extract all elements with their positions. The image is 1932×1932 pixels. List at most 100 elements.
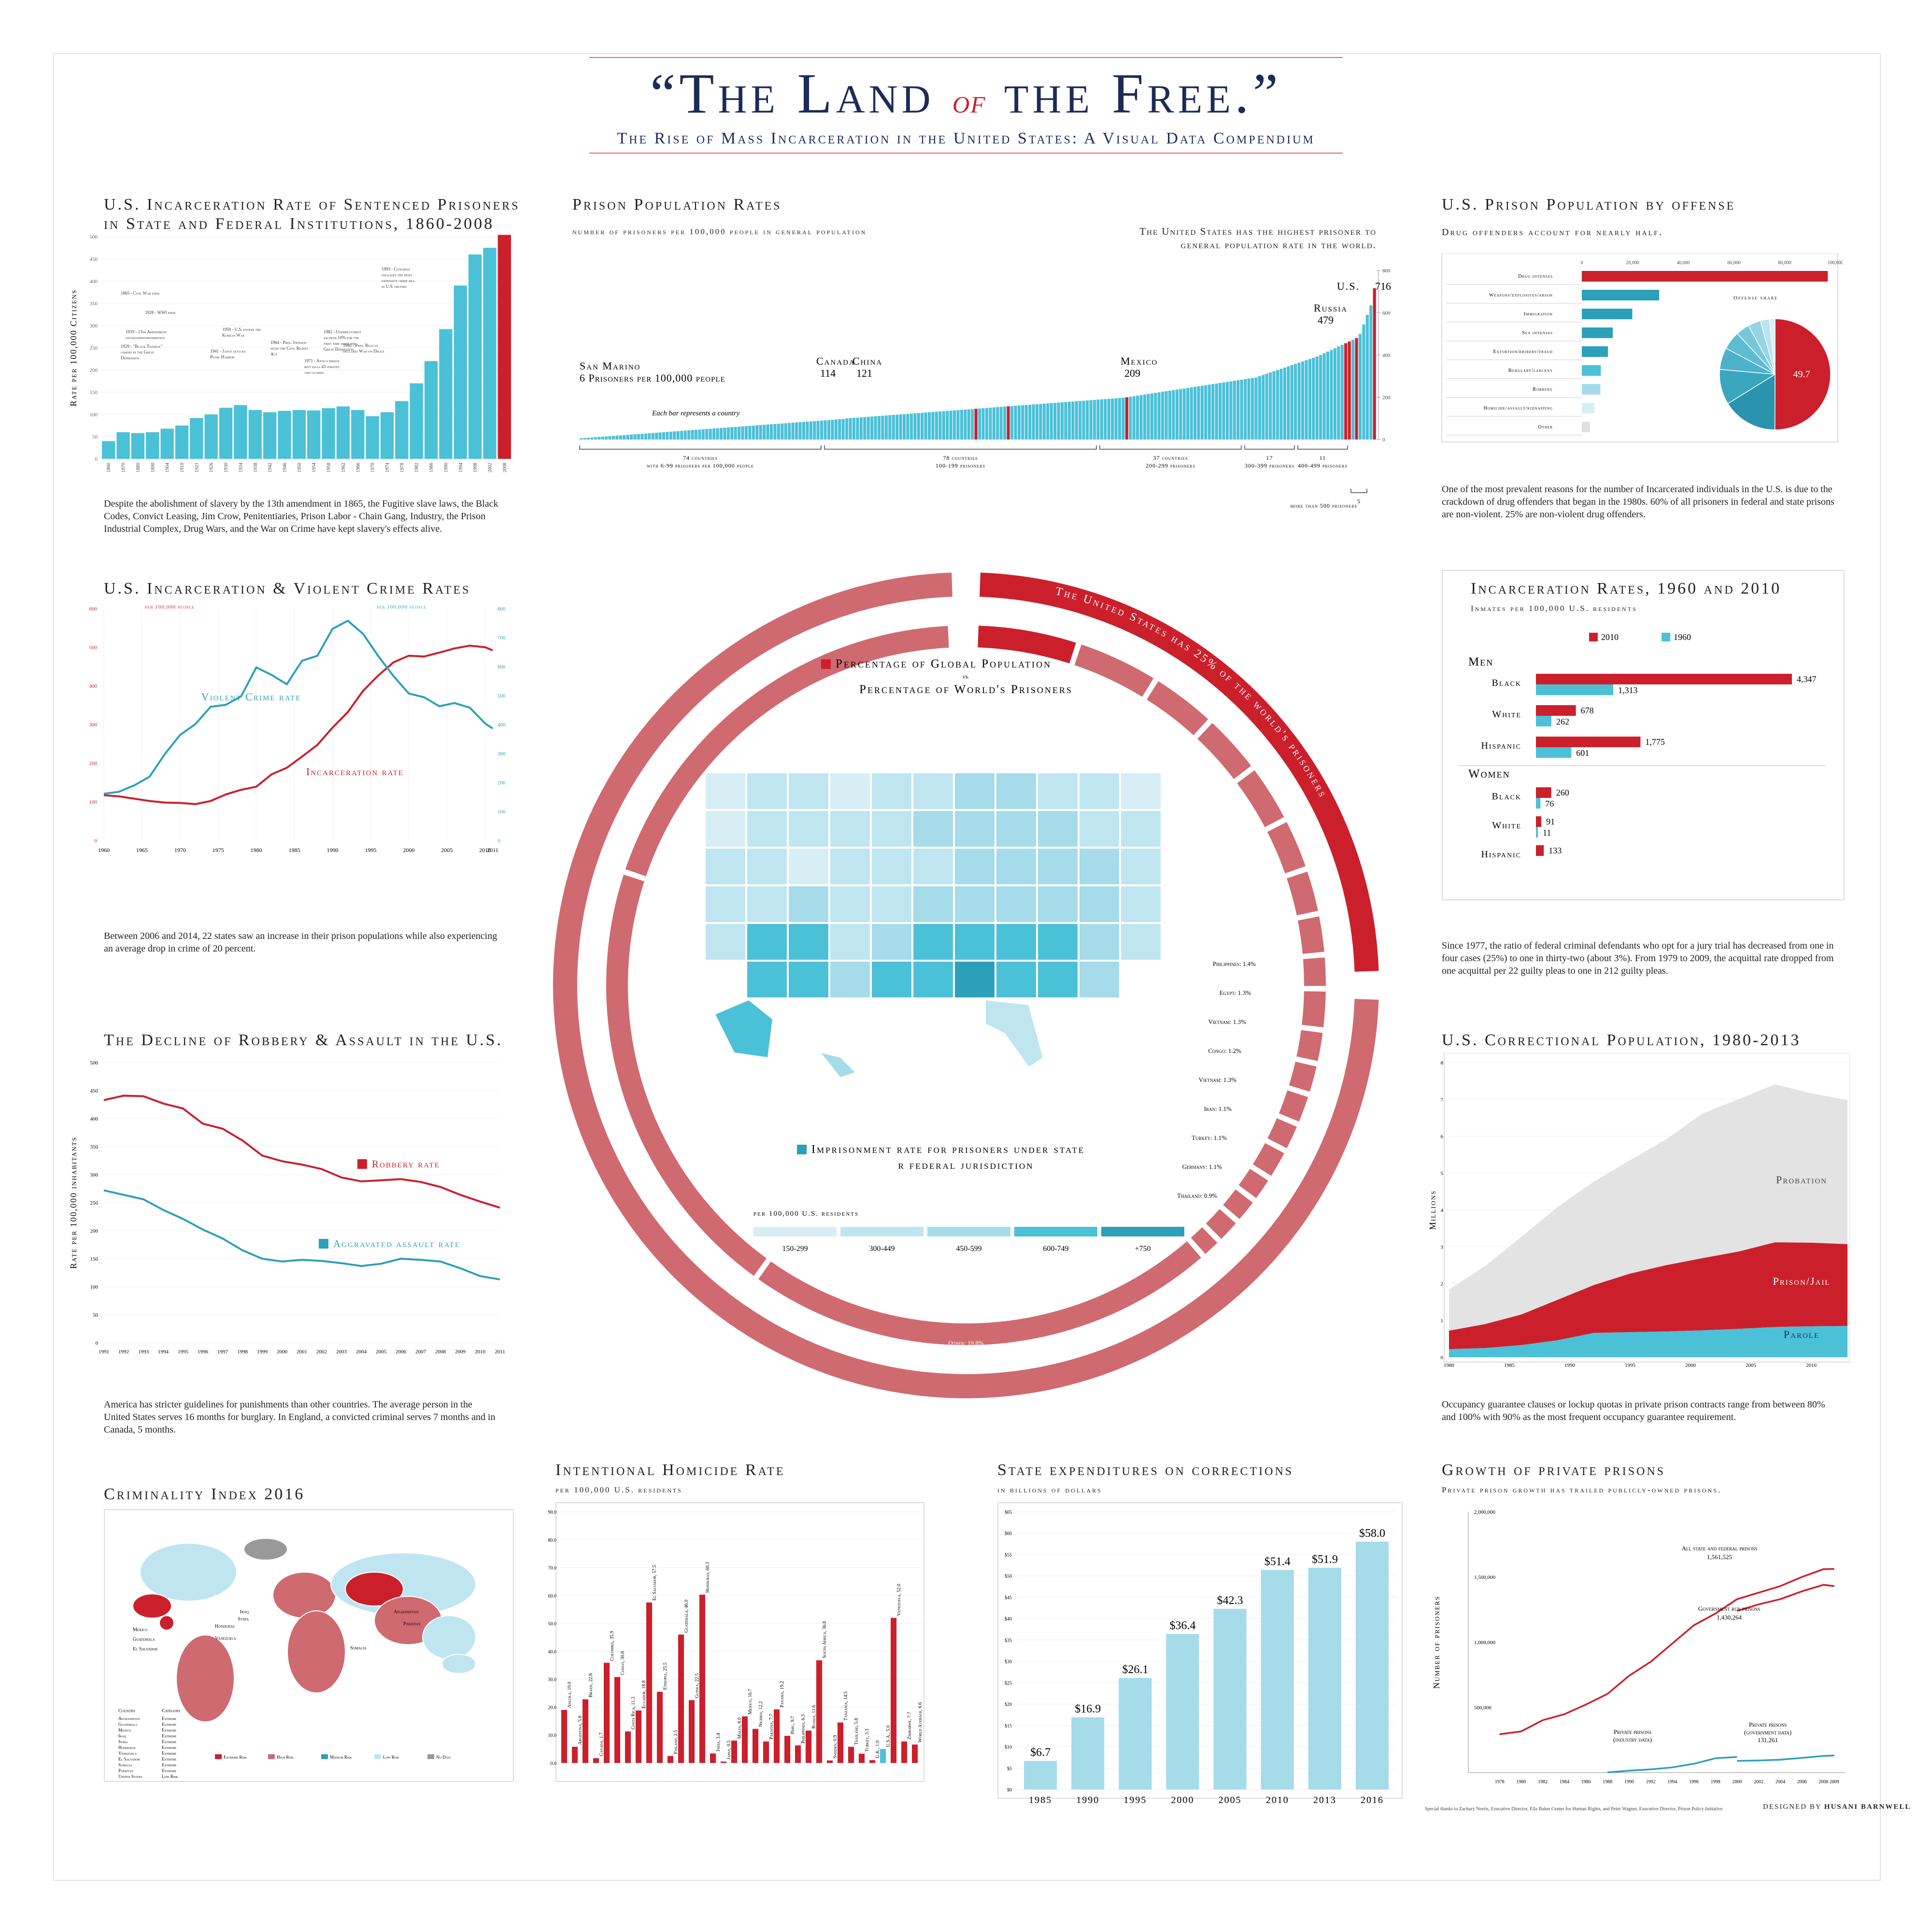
p6-bar-2010 — [1536, 787, 1551, 798]
p6-women-label: Women — [1468, 767, 1510, 781]
p2-bar — [1319, 355, 1322, 440]
p2-bar — [651, 433, 654, 440]
p1-annotation: Depression — [121, 355, 140, 360]
p10-ytick: $40 — [1005, 1617, 1012, 1622]
inner-ring-segment — [1298, 916, 1324, 954]
p1-bar — [439, 329, 453, 459]
p2-bar — [744, 426, 748, 440]
p6-value-1960: 11 — [1543, 828, 1551, 838]
inner-ring-segment — [758, 1241, 1201, 1345]
p9-bar-label: Turkey, 3.3 — [865, 1729, 870, 1752]
p2-bar — [1122, 398, 1125, 440]
p2-bar — [637, 434, 640, 440]
p2-group-count: 74 countries — [683, 455, 718, 461]
ring-side-label: Thailand: 0.9% — [1177, 1192, 1217, 1199]
p9-bar — [593, 1758, 599, 1763]
us-state — [1120, 923, 1162, 961]
p1-bar — [204, 414, 218, 459]
p2-bar — [1269, 372, 1272, 440]
p1-xtick: 1870 — [121, 463, 127, 472]
p10-ytick: $10 — [1005, 1745, 1012, 1750]
p3-bar — [1582, 346, 1608, 357]
p4-incarceration-line — [103, 644, 493, 805]
p10-xtick: 2013 — [1313, 1795, 1336, 1805]
us-state-florida — [985, 999, 1044, 1068]
p2-bar — [777, 424, 781, 440]
p1-bar — [410, 383, 423, 459]
p5-xtick: 2002 — [316, 1349, 327, 1355]
p1-chart: 0 50 100 150 200 250 300 350 400 450 500 Rate per 1… — [69, 234, 512, 472]
us-state — [871, 961, 912, 998]
p2-bar — [1351, 340, 1355, 440]
p1-bar — [395, 401, 409, 459]
legend-line-2: Percentage of World's Prisoners — [859, 683, 1073, 696]
p1-xtick: 1860 — [106, 463, 112, 472]
p1-bar — [146, 432, 159, 459]
scale-swatch — [840, 1227, 923, 1236]
p3-share-label: Offense share — [1733, 295, 1778, 301]
p7-area — [1449, 1242, 1847, 1350]
p3-cat-label: Immigration — [1524, 312, 1553, 317]
us-state — [746, 848, 788, 885]
p6-legend-1960-swatch — [1662, 633, 1670, 641]
legend-vs: vs. — [963, 673, 969, 680]
p2-bar — [1362, 324, 1365, 440]
p9-bar-label: Brazil, 22.8 — [588, 1673, 594, 1697]
p6-row-label: White — [1492, 820, 1521, 831]
p6-bar-1960 — [1536, 684, 1614, 695]
p1-ytick: 100 — [90, 412, 98, 418]
p2-group-bracket — [579, 445, 822, 450]
p6-value-1960: 76 — [1545, 799, 1554, 809]
us-state — [995, 772, 1037, 810]
p1-annotation: in U.S. history — [382, 284, 407, 289]
us-state — [995, 961, 1037, 998]
p8-map-region — [287, 1610, 346, 1693]
p1-xtick: 1986 — [429, 463, 434, 472]
p6-value-2010: 260 — [1556, 788, 1569, 797]
p2-bar — [615, 435, 619, 440]
p1-ytick: 450 — [90, 256, 98, 262]
p11-value-gov: 1,430,264 — [1717, 1614, 1742, 1621]
us-state — [829, 923, 871, 961]
p7-ytick: 7 — [1441, 1097, 1444, 1103]
p1-bar — [160, 428, 174, 459]
p8-country: Somalia — [118, 1762, 133, 1767]
p9-bar — [891, 1618, 897, 1763]
p2-bar — [1229, 381, 1233, 440]
p7-label-probation: Probation — [1776, 1174, 1827, 1186]
p1-xtick: 1978 — [399, 463, 405, 472]
us-state — [954, 885, 995, 923]
p1-annotation: signs the Civil Rights — [270, 346, 308, 351]
inner-ring-segment — [1287, 871, 1318, 916]
p2-bar — [1254, 377, 1258, 440]
p2-bar — [694, 429, 698, 440]
p2-bar — [1369, 305, 1373, 440]
p1-annotation: 1950 - U.S. enters the — [222, 327, 261, 332]
inner-ring-segment — [606, 874, 767, 1276]
p2-bar — [766, 424, 769, 440]
p1-bar — [292, 410, 306, 459]
p8-country: El Salvador — [118, 1757, 140, 1762]
p2-bar — [788, 423, 791, 440]
p1-ytick: 500 — [90, 234, 98, 240]
p2-bar — [658, 432, 662, 440]
inner-ring-label: China: 18.7% — [596, 955, 604, 990]
p2-bar — [1276, 370, 1279, 440]
p1-annotation: 1919 - 13th Amendment — [126, 329, 167, 334]
p3-cat-label: Drug offenses — [1518, 274, 1553, 279]
p1-bar — [278, 411, 291, 459]
p2-bar — [1168, 390, 1172, 440]
p2-label-name: Mexico — [1121, 355, 1158, 367]
p7-ytick: 1 — [1441, 1318, 1444, 1324]
p5-chart: 0 50 100 150 200 250 300 350 400 450 500 1991 1992 19… — [69, 1060, 505, 1355]
p1-xtick: 1946 — [282, 463, 287, 472]
p2-bar — [594, 437, 597, 440]
p6-bar-2010 — [1536, 674, 1792, 684]
inner-ring-segment — [1267, 822, 1306, 874]
p9-bar — [859, 1753, 865, 1763]
p3-bar — [1582, 309, 1633, 319]
title-part-1: “The Land — [650, 62, 935, 125]
p2-bar — [1150, 393, 1153, 440]
ring-side-label: Philippines: 1.4% — [1213, 960, 1256, 967]
